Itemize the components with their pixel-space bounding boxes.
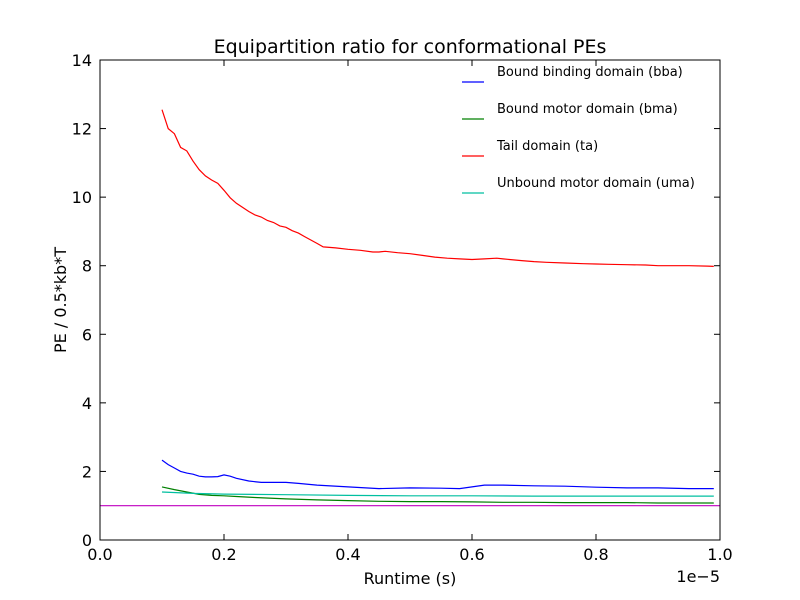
x-tick-label: 0.8 xyxy=(583,545,608,564)
series-line-3 xyxy=(161,109,714,267)
ticks-layer: 0.0 0.2 0.4 0.6 0.8 1.0 0 2 4 6 8 10 12 14 xyxy=(72,51,733,564)
legend: Bound binding domain (bba) Bound motor do… xyxy=(462,65,695,194)
legend-label: Unbound motor domain (uma) xyxy=(497,176,695,191)
y-tick-label: 6 xyxy=(82,325,92,344)
y-tick-label: 10 xyxy=(72,188,92,207)
y-tick-label: 8 xyxy=(82,257,92,276)
x-tick-label: 0.2 xyxy=(211,545,236,564)
x-tick-label: 0.0 xyxy=(87,545,112,564)
y-tick-label: 0 xyxy=(82,531,92,550)
x-tick-label: 0.4 xyxy=(335,545,360,564)
series-line-4 xyxy=(161,491,714,497)
x-axis-offset-label: 1e−5 xyxy=(676,567,720,586)
y-tick-label: 4 xyxy=(82,394,92,413)
y-tick-label: 2 xyxy=(82,462,92,481)
y-tick-label: 12 xyxy=(72,120,92,139)
chart-title: Equipartition ratio for conformational P… xyxy=(214,36,607,58)
x-axis-label: Runtime (s) xyxy=(364,569,457,588)
y-axis-label: PE / 0.5*kb*T xyxy=(51,247,70,353)
x-tick-label: 0.6 xyxy=(459,545,484,564)
legend-label: Bound binding domain (bba) xyxy=(497,65,683,80)
series-line-1 xyxy=(161,459,714,490)
legend-label: Tail domain (ta) xyxy=(496,139,598,154)
series-layer xyxy=(100,109,720,507)
plot-frame xyxy=(99,59,721,541)
legend-label: Bound motor domain (bma) xyxy=(497,102,678,117)
y-tick-label: 14 xyxy=(72,51,92,70)
x-tick-label: 1.0 xyxy=(707,545,732,564)
series-line-2 xyxy=(161,486,714,504)
